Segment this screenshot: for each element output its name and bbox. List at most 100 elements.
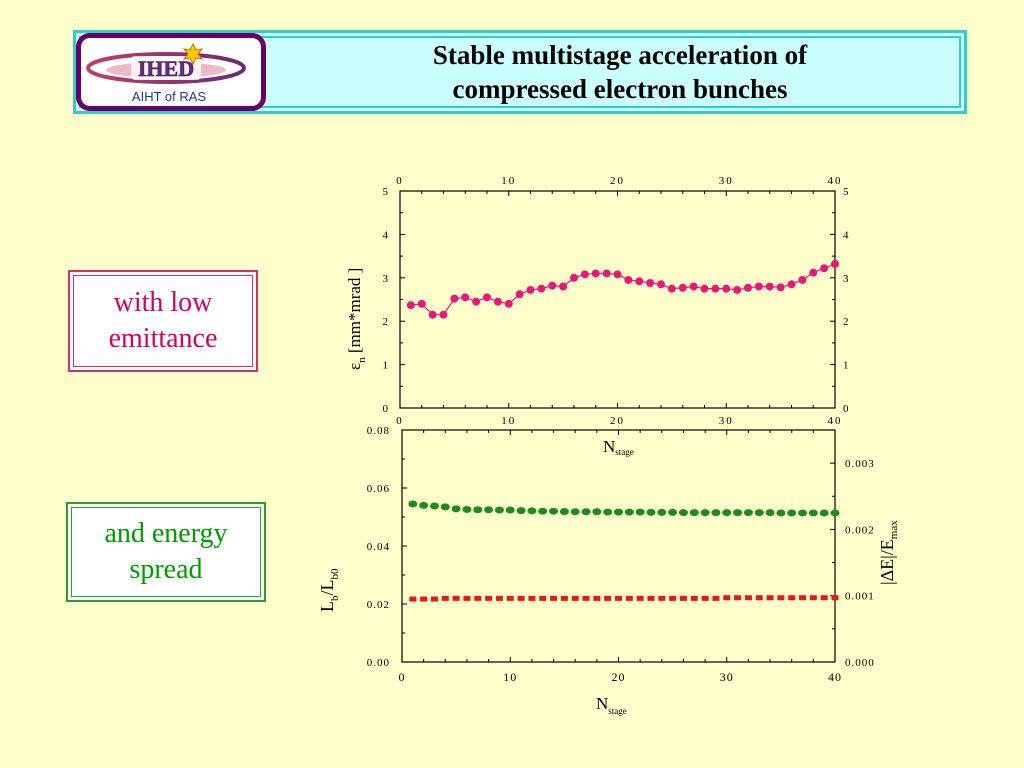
bunch-length-point [689,509,699,517]
emittance-note: with low emittance [68,270,258,372]
emittance-point [461,293,470,302]
emittance-point [537,284,546,293]
energy-spread-point [799,595,807,601]
emittance-point [678,283,687,292]
bunch-length-point [798,509,808,517]
energy-spread-point [809,595,817,601]
energy-note-line-2: spread [129,554,203,585]
bunch-length-point [408,500,418,508]
bunch-length-point [808,509,818,517]
bunch-xlabel: Nstage [596,694,627,716]
energy-spread-point [712,595,720,601]
emittance-series-line [410,263,836,316]
emittance-point [787,280,796,289]
bunch-length-point [559,507,569,515]
energy-spread-point [701,595,709,601]
x-tick-label-top: 30 [719,175,734,187]
energy-spread-point [571,595,579,601]
x-tick-label-bottom: 30 [720,670,734,684]
emittance-point [744,283,752,292]
emittance-point [646,279,655,288]
y-tick-label-left: 0 [383,403,389,415]
bunch-length-point [635,508,645,516]
energy-spread-point [788,595,796,601]
emittance-point [450,294,459,303]
star-icon [182,42,204,66]
emittance-note-line-1: with low [113,287,213,318]
bunch-length-point [754,509,764,517]
emittance-point [657,280,665,289]
energy-spread-point [777,595,785,601]
emittance-point [515,290,524,299]
x-tick-label-bottom: 0 [396,415,404,427]
emittance-point [602,269,611,278]
emittance-point [722,284,731,293]
emittance-point [493,297,502,306]
bunch-plot-frame [401,429,836,663]
bunch-length-point [700,509,710,517]
title-line-2: compressed electron bunches [452,74,788,104]
bunch-length-point [505,506,515,514]
bunch-length-point [668,508,678,516]
bunch-length-point [819,509,829,517]
bunch-length-point [516,507,526,515]
x-tick-label-top: 40 [828,175,843,187]
emittance-point [700,284,709,293]
y-tick-label-left: 0.04 [367,541,390,553]
emittance-point [548,281,557,290]
logo-subtext: AIHT of RAS [132,89,207,104]
energy-spread-point [528,595,536,601]
energy-spread-point [463,595,471,601]
emittance-point [472,297,481,306]
energy-spread-point [495,595,503,601]
energy-spread-point [506,595,514,601]
bunch-length-point [603,508,613,516]
y-tick-label-left: 1 [383,360,389,372]
emittance-point [417,299,426,308]
emittance-point [580,270,589,279]
energy-spread-point [582,595,590,601]
bunch-length-point [473,506,483,514]
emittance-point [570,273,578,282]
emittance-point [809,268,818,277]
logo-graphic: IHED AIHT of RAS [86,42,246,104]
x-tick-label-bottom: 0 [399,670,406,684]
bunch-length-point [494,506,504,514]
emittance-point [439,310,448,319]
emittance-point [798,275,807,284]
energy-spread-point [452,595,460,601]
emittance-point [733,285,742,294]
energy-spread-point [658,595,666,601]
bunch-length-point [646,508,656,516]
emittance-point [689,282,698,291]
bunch-length-point [722,509,732,517]
y-tick-label-right: 0.002 [845,524,875,536]
y-tick-label-left: 0.00 [367,657,390,669]
logo-text: IHED [138,56,194,81]
y-tick-label-right: 2 [843,316,849,328]
y-tick-label-right: 5 [843,186,849,198]
bunch-length-point [484,506,494,514]
emittance-point [591,269,600,278]
emittance-point [406,301,415,310]
bunch-length-point [451,505,461,513]
energy-spread-point [734,595,742,601]
x-tick-label-bottom: 20 [610,415,625,427]
energy-spread-point [669,595,677,601]
x-tick-label-bottom: 10 [503,670,517,684]
y-tick-label-left: 0.02 [367,599,390,611]
energy-spread-point [755,595,763,601]
energy-spread-point [820,595,828,601]
bunch-length-point [711,509,721,517]
bunch-length-point [733,509,743,517]
emittance-point [504,299,513,308]
emittance-ylabel: εn [mm*mrad ] [345,268,368,370]
energy-spread-point [831,595,839,601]
emittance-point [820,264,829,273]
emittance-point [483,293,491,302]
emittance-point [831,259,839,268]
energy-spread-point [723,595,731,601]
energy-spread-point [593,595,601,601]
bunch-length-point [624,508,634,516]
